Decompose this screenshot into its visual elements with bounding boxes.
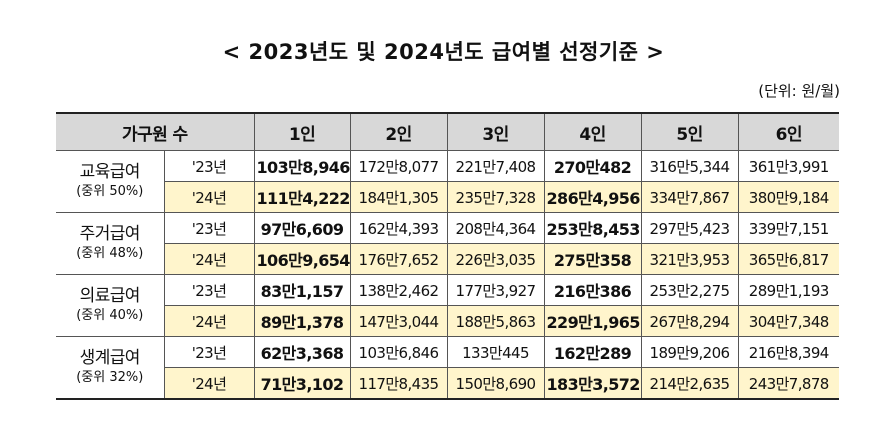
value-cell-3-person: 133만445 xyxy=(446,336,545,368)
value-cell-3-person: 150만8,690 xyxy=(446,367,545,400)
header-3-person: 3인 xyxy=(446,112,545,151)
median-income-ratio: (중위 40%) xyxy=(76,307,144,323)
benefit-name: 교육급여 xyxy=(79,161,141,182)
value-cell-6-person: 380만9,184 xyxy=(737,181,840,213)
header-2-person: 2인 xyxy=(349,112,448,151)
value-cell-3-person: 226만3,035 xyxy=(446,243,545,275)
value-cell-4-person: 162만289 xyxy=(543,336,642,368)
header-row: 가구원 수 1인 2인 3인 4인 5인 6인 xyxy=(56,112,840,151)
median-income-ratio: (중위 32%) xyxy=(76,369,144,385)
benefit-name: 생계급여 xyxy=(79,347,141,368)
education-benefit-label: 교육급여 (중위 50%) xyxy=(56,150,165,213)
value-cell-6-person: 361만3,991 xyxy=(737,150,840,182)
value-cell-2-person: 162만4,393 xyxy=(349,212,448,244)
table-row: '24년 71만3,102 117만8,435 150만8,690 183만3,572 2… xyxy=(56,367,840,400)
median-income-ratio: (중위 48%) xyxy=(76,245,144,261)
value-cell-6-person: 339만7,151 xyxy=(737,212,840,244)
value-cell-4-person: 216만386 xyxy=(543,274,642,306)
value-cell-5-person: 297만5,423 xyxy=(640,212,739,244)
value-cell-2-person: 103만6,846 xyxy=(349,336,448,368)
year-cell: '23년 xyxy=(163,336,255,368)
value-cell-3-person: 208만4,364 xyxy=(446,212,545,244)
value-cell-4-person: 183만3,572 xyxy=(543,367,642,400)
unit-label: (단위: 원/월) xyxy=(758,82,840,100)
year-cell: '23년 xyxy=(163,212,255,244)
value-cell-1-person: 97만6,609 xyxy=(253,212,351,244)
benefit-name: 의료급여 xyxy=(79,285,141,306)
table-row: 교육급여 (중위 50%) '23년 103만8,946 172만8,077 221만7,… xyxy=(56,150,840,213)
year-cell: '24년 xyxy=(164,243,255,275)
year-cell: '23년 xyxy=(163,150,255,182)
header-1-person: 1인 xyxy=(253,112,351,151)
table-row: '24년 106만9,654 176만7,652 226만3,035 275만358 32… xyxy=(56,243,840,275)
year-cell: '24년 xyxy=(164,305,255,337)
value-cell-1-person: 71만3,102 xyxy=(253,367,351,400)
year-cell: '23년 xyxy=(163,274,255,306)
value-cell-5-person: 253만2,275 xyxy=(640,274,739,306)
value-cell-5-person: 189만9,206 xyxy=(640,336,739,368)
benefit-name: 주거급여 xyxy=(79,223,141,244)
value-cell-1-person: 111만4,222 xyxy=(253,181,351,213)
housing-benefit-label: 주거급여 (중위 48%) xyxy=(56,212,165,275)
value-cell-2-person: 176만7,652 xyxy=(349,243,448,275)
value-cell-6-person: 243만7,878 xyxy=(737,367,840,400)
document-title: < 2023년도 및 2024년도 급여별 선정기준 > xyxy=(222,40,665,64)
table-row: 생계급여 (중위 32%) '23년 62만3,368 103만6,846 133만445… xyxy=(56,336,840,400)
header-5-person: 5인 xyxy=(640,112,739,151)
value-cell-4-person: 253만8,453 xyxy=(543,212,642,244)
value-cell-2-person: 117만8,435 xyxy=(349,367,448,400)
value-cell-4-person: 229만1,965 xyxy=(543,305,642,337)
value-cell-4-person: 270만482 xyxy=(543,150,642,182)
header-4-person: 4인 xyxy=(543,112,642,151)
value-cell-6-person: 289만1,193 xyxy=(737,274,840,306)
value-cell-5-person: 214만2,635 xyxy=(640,367,739,400)
livelihood-benefit-label: 생계급여 (중위 32%) xyxy=(56,336,165,400)
value-cell-6-person: 365만6,817 xyxy=(737,243,840,275)
benefit-criteria-table: 가구원 수 1인 2인 3인 4인 5인 6인 교육급여 (중위 50%) '23년… xyxy=(56,112,840,400)
table-row: '24년 89만1,378 147만3,044 188만5,863 229만1,965 2… xyxy=(56,305,840,337)
value-cell-1-person: 62만3,368 xyxy=(253,336,351,368)
value-cell-3-person: 177만3,927 xyxy=(446,274,545,306)
table-row: '24년 111만4,222 184만1,305 235만7,328 286만4,956… xyxy=(56,181,840,213)
table-row: 의료급여 (중위 40%) '23년 83만1,157 138만2,462 177만3,9… xyxy=(56,274,840,337)
value-cell-6-person: 304만7,348 xyxy=(737,305,840,337)
value-cell-1-person: 106만9,654 xyxy=(253,243,351,275)
value-cell-3-person: 188만5,863 xyxy=(446,305,545,337)
value-cell-5-person: 316만5,344 xyxy=(640,150,739,182)
value-cell-1-person: 89만1,378 xyxy=(253,305,351,337)
value-cell-6-person: 216만8,394 xyxy=(737,336,840,368)
value-cell-4-person: 275만358 xyxy=(543,243,642,275)
value-cell-1-person: 83만1,157 xyxy=(253,274,351,306)
table-row: 주거급여 (중위 48%) '23년 97만6,609 162만4,393 208만4,3… xyxy=(56,212,840,275)
year-cell: '24년 xyxy=(164,181,255,213)
value-cell-2-person: 138만2,462 xyxy=(349,274,448,306)
value-cell-3-person: 235만7,328 xyxy=(446,181,545,213)
value-cell-3-person: 221만7,408 xyxy=(446,150,545,182)
header-household-size: 가구원 수 xyxy=(56,112,255,151)
value-cell-1-person: 103만8,946 xyxy=(253,150,351,182)
value-cell-5-person: 321만3,953 xyxy=(640,243,739,275)
value-cell-5-person: 267만8,294 xyxy=(640,305,739,337)
header-6-person: 6인 xyxy=(737,112,840,151)
value-cell-5-person: 334만7,867 xyxy=(640,181,739,213)
value-cell-2-person: 172만8,077 xyxy=(349,150,448,182)
value-cell-2-person: 184만1,305 xyxy=(349,181,448,213)
value-cell-4-person: 286만4,956 xyxy=(543,181,642,213)
value-cell-2-person: 147만3,044 xyxy=(349,305,448,337)
median-income-ratio: (중위 50%) xyxy=(76,183,144,199)
medical-benefit-label: 의료급여 (중위 40%) xyxy=(56,274,165,337)
year-cell: '24년 xyxy=(164,367,255,400)
